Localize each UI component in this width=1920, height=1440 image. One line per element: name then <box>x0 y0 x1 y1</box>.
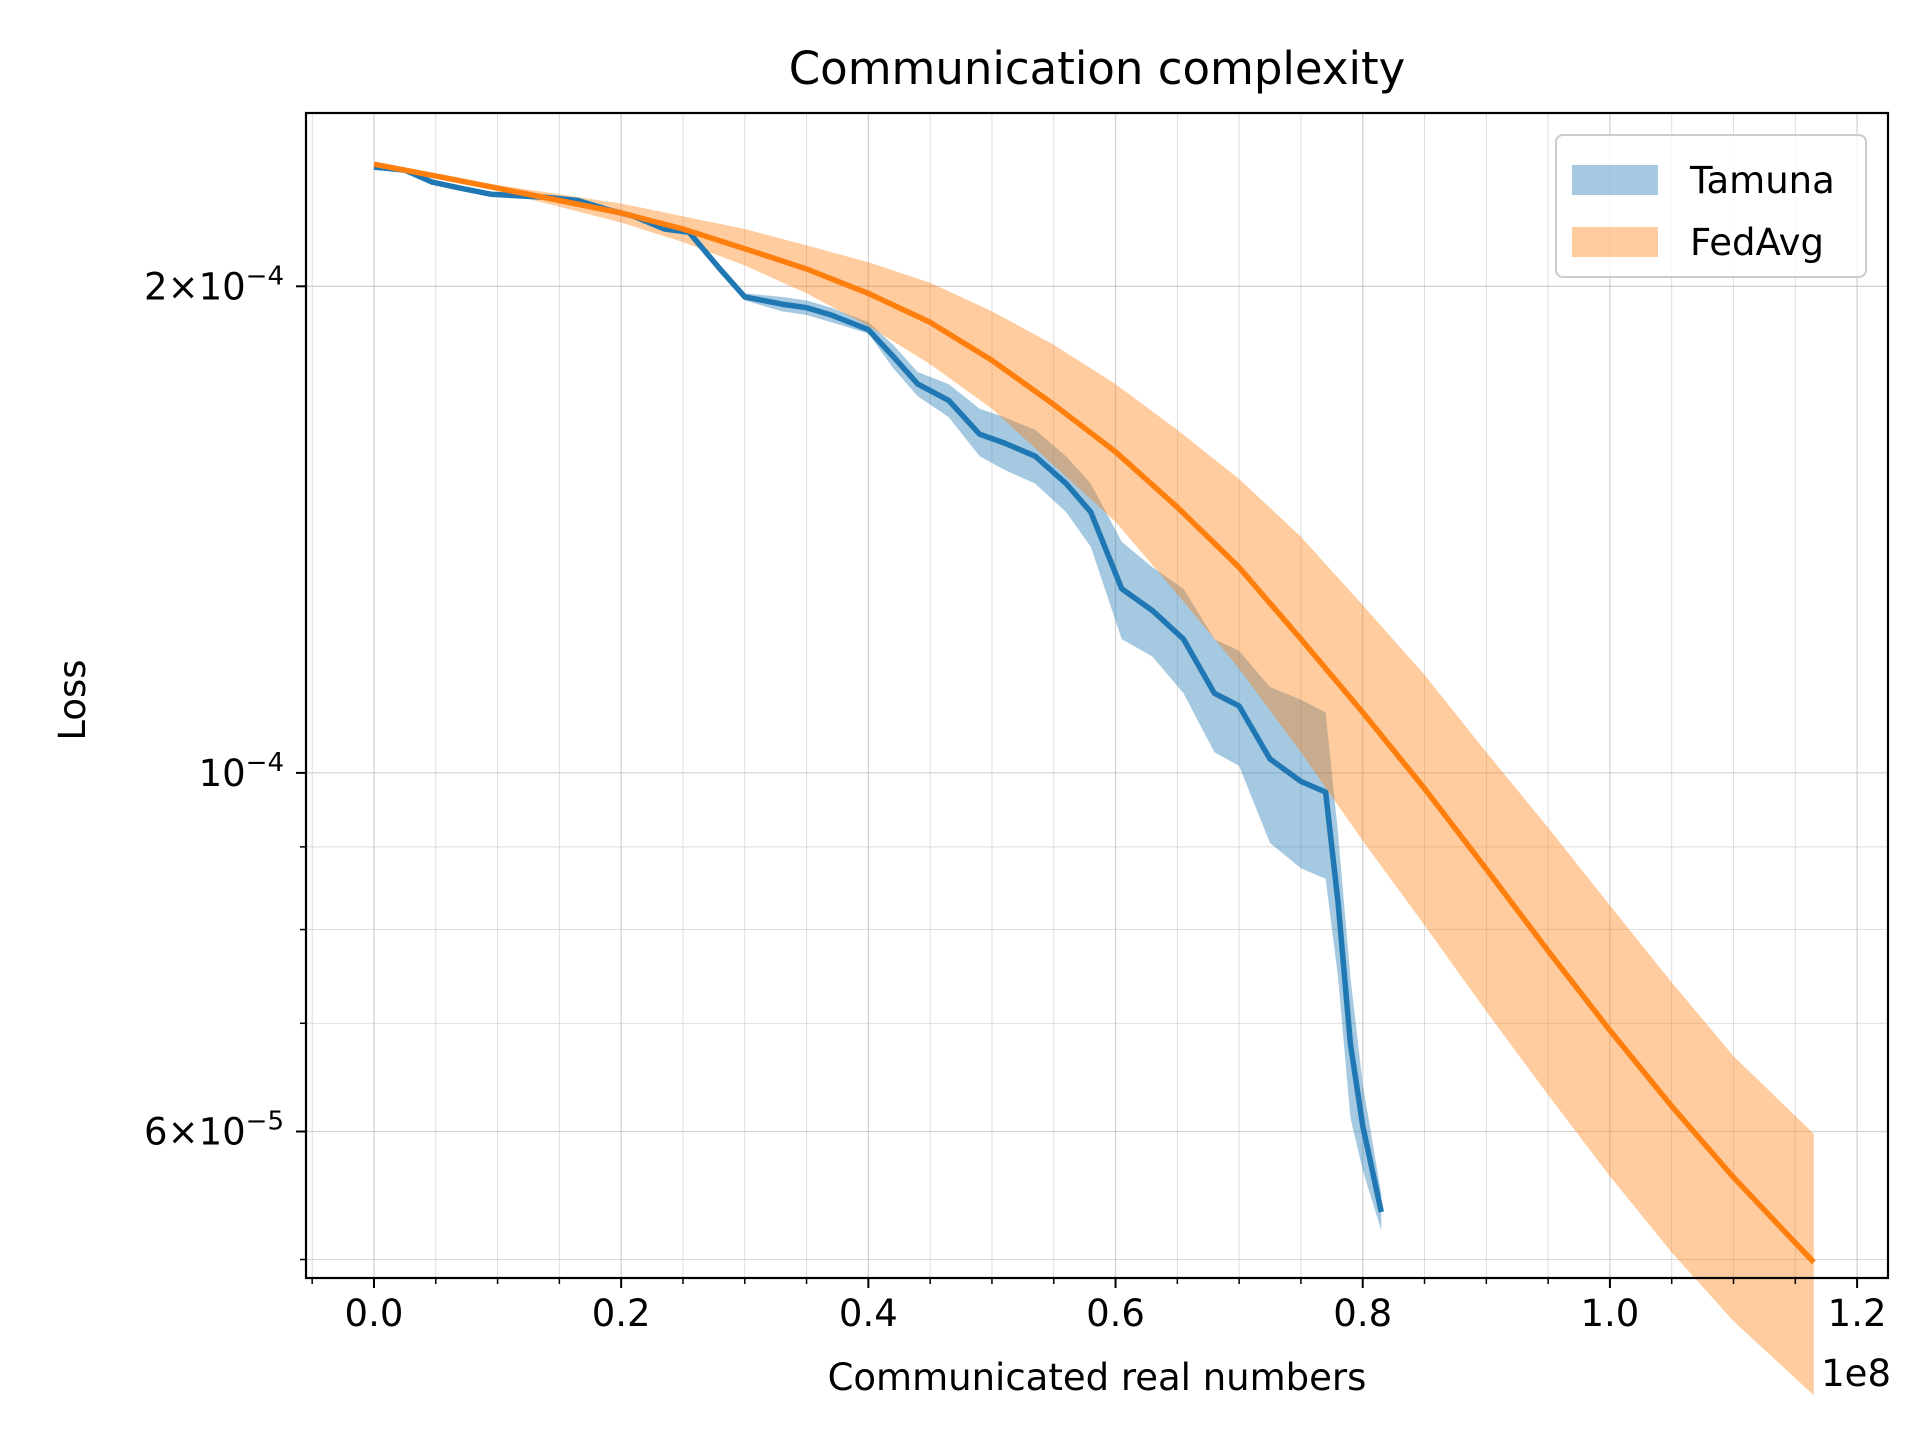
x-tick-label: 0.0 <box>345 1292 404 1335</box>
legend-swatch-fedavg <box>1572 227 1658 257</box>
x-axis-label: Communicated real numbers <box>828 1356 1367 1399</box>
x-tick-label: 0.2 <box>592 1292 651 1335</box>
legend-label-tamuna: Tamuna <box>1689 159 1835 202</box>
x-tick-label: 0.8 <box>1333 1292 1392 1335</box>
fedavg-band <box>374 164 1814 1396</box>
x-tick-label: 1.2 <box>1828 1292 1887 1335</box>
y-tick-label: 10−4 <box>199 748 284 795</box>
x-offset-text: 1e8 <box>1821 1352 1891 1395</box>
chart-title: Communication complexity <box>789 42 1405 95</box>
ticks <box>296 285 1859 1288</box>
tamuna-line <box>373 164 1384 1213</box>
legend: Tamuna FedAvg <box>1555 134 1867 278</box>
fedavg-line <box>373 161 1816 1265</box>
tick-labels: 0.0 0.2 0.4 0.6 0.8 1.0 1.2 2×10−4 10−4 6×10−5 <box>144 261 1886 1335</box>
y-axis-label: Loss <box>51 659 94 740</box>
series-lines <box>373 161 1816 1265</box>
legend-swatch-tamuna <box>1572 165 1658 195</box>
axes-frame <box>304 111 1890 1280</box>
legend-label-fedavg: FedAvg <box>1690 221 1824 264</box>
confidence-bands <box>374 164 1814 1396</box>
x-tick-label: 1.0 <box>1580 1292 1639 1335</box>
x-tick-label: 0.4 <box>839 1292 898 1335</box>
x-tick-label: 0.6 <box>1086 1292 1145 1335</box>
legend-box <box>1555 134 1867 278</box>
y-tick-label: 6×10−5 <box>144 1107 284 1154</box>
y-tick-label: 2×10−4 <box>144 261 284 308</box>
